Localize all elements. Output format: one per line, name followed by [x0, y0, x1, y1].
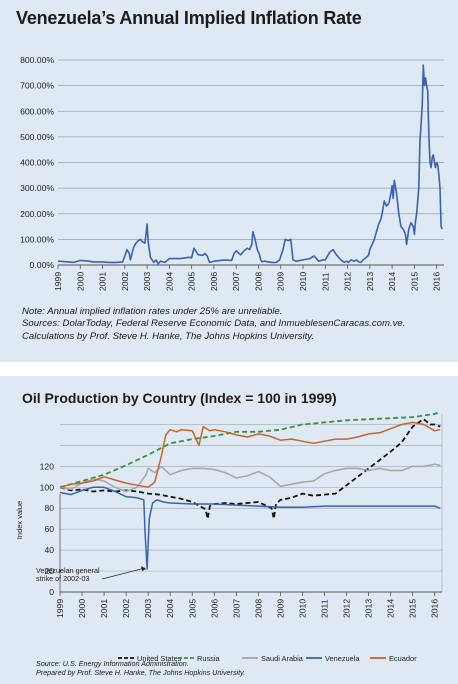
- x-tick-label: 2007: [231, 599, 241, 618]
- y-tick-label: 40: [44, 545, 54, 555]
- x-tick-label: 2002: [121, 599, 131, 618]
- x-tick-label: 2008: [253, 272, 263, 291]
- x-tick-label: 2004: [165, 599, 175, 618]
- note-line-2: Sources: DolarToday, Federal Reserve Eco…: [22, 318, 406, 330]
- inflation-chart-notes: Note: Annual implied inflation rates und…: [22, 306, 442, 343]
- legend-label: Russia: [197, 654, 220, 663]
- x-tick-label: 2008: [253, 599, 263, 618]
- y-tick-label: 0.00%: [30, 260, 55, 270]
- x-tick-label: 2010: [297, 599, 307, 618]
- y-tick-label: 60: [44, 524, 54, 534]
- series-line-saudi-arabia: [59, 463, 441, 493]
- x-tick-label: 2011: [320, 272, 330, 291]
- y-tick-label: 500.00%: [20, 132, 54, 142]
- y-tick-label: 100: [40, 482, 55, 492]
- x-tick-label: 2013: [365, 272, 375, 291]
- x-tick-label: 2015: [409, 272, 419, 291]
- plot-area: [58, 58, 444, 265]
- x-tick-label: 2001: [99, 599, 109, 618]
- y-tick-label: 120: [40, 461, 55, 471]
- series-line-united-states: [59, 418, 441, 520]
- annotation-arrow-line: [101, 567, 146, 580]
- y-tick-label: 0: [49, 587, 54, 597]
- note-line-1: Note: Annual implied inflation rates und…: [22, 306, 283, 317]
- x-tick-label: 2009: [275, 599, 285, 618]
- legend-label: Ecuador: [389, 654, 417, 663]
- x-tick-label: 2004: [164, 272, 174, 291]
- x-tick-label: 2006: [209, 599, 219, 618]
- x-tick-label: 2014: [386, 599, 396, 618]
- note-line-3: Calculations by Prof. Steve H. Hanke, Th…: [22, 330, 315, 342]
- inflation-series-line: [57, 64, 443, 265]
- x-tick-label: 2005: [187, 599, 197, 618]
- y-tick-label: 80: [44, 503, 54, 513]
- x-tick-label: 2005: [187, 272, 197, 291]
- y-axis-label: Index value: [15, 501, 24, 539]
- annotation-line-1: Venezuelan general: [36, 566, 100, 575]
- x-tick-label: 2000: [75, 272, 85, 291]
- x-tick-label: 2002: [120, 272, 130, 291]
- oil-chart: 0 20 40 60 80 100 120 Index value 1999 2000 2001 20…: [15, 411, 443, 663]
- x-tick-label: 2007: [231, 272, 241, 291]
- panel-divider: [0, 362, 458, 376]
- y-tick-label: 200.00%: [20, 209, 54, 219]
- x-tick-label: 2016: [430, 599, 440, 618]
- y-tick-label: 300.00%: [20, 183, 54, 193]
- inflation-chart-title: Venezuela’s Annual Implied Inflation Rat…: [16, 8, 362, 28]
- x-tick-label: 2000: [77, 599, 87, 618]
- x-tick-label: 1999: [53, 272, 63, 291]
- legend-label: Venezuela: [325, 654, 360, 663]
- inflation-chart: 0.00% 100.00% 200.00% 300.00% 400.00% 500.00%…: [20, 55, 444, 291]
- series-line-ecuador: [59, 421, 441, 489]
- inflation-chart-panel: Venezuela’s Annual Implied Inflation Rat…: [6, 0, 452, 358]
- source-line-1: Source: U.S. Energy Information Administ…: [36, 659, 189, 668]
- annotation-arrow-head: [141, 565, 147, 571]
- x-tick-label: 2010: [298, 272, 308, 291]
- y-tick-label: 100.00%: [20, 234, 54, 244]
- x-tick-label: 2001: [98, 272, 108, 291]
- x-tick-label: 2003: [142, 272, 152, 291]
- series-line-russia: [59, 411, 441, 489]
- x-tick-label: 2011: [320, 599, 330, 618]
- x-tick-label: 1999: [55, 599, 65, 618]
- series-line-venezuela: [59, 486, 441, 570]
- legend-label: Saudi Arabia: [261, 654, 304, 663]
- y-tick-label: 20: [44, 566, 54, 576]
- x-tick-label: 2009: [276, 272, 286, 291]
- x-tick-label: 2016: [432, 272, 442, 291]
- y-tick-label: 400.00%: [20, 158, 54, 168]
- source-line-2: Prepared by Prof. Steve H. Hanke, The Jo…: [36, 668, 246, 677]
- oil-chart-title: Oil Production by Country (Index = 100 i…: [22, 390, 337, 406]
- y-tick-label: 800.00%: [20, 55, 54, 65]
- oil-chart-panel: Oil Production by Country (Index = 100 i…: [6, 376, 452, 684]
- x-tick-label: 2015: [408, 599, 418, 618]
- x-tick-label: 2006: [209, 272, 219, 291]
- x-tick-label: 2012: [342, 599, 352, 618]
- x-tick-label: 2012: [343, 272, 353, 291]
- x-tick-label: 2014: [387, 272, 397, 291]
- plot-area: [60, 414, 442, 592]
- legend-label: United States: [137, 654, 182, 663]
- x-tick-label: 2003: [143, 599, 153, 618]
- y-tick-label: 700.00%: [20, 81, 54, 91]
- annotation-line-2: strike of 2002-03: [36, 574, 90, 583]
- oil-chart-source: Source: U.S. Energy Information Administ…: [36, 659, 245, 677]
- y-tick-label: 600.00%: [20, 106, 54, 116]
- x-tick-label: 2013: [364, 599, 374, 618]
